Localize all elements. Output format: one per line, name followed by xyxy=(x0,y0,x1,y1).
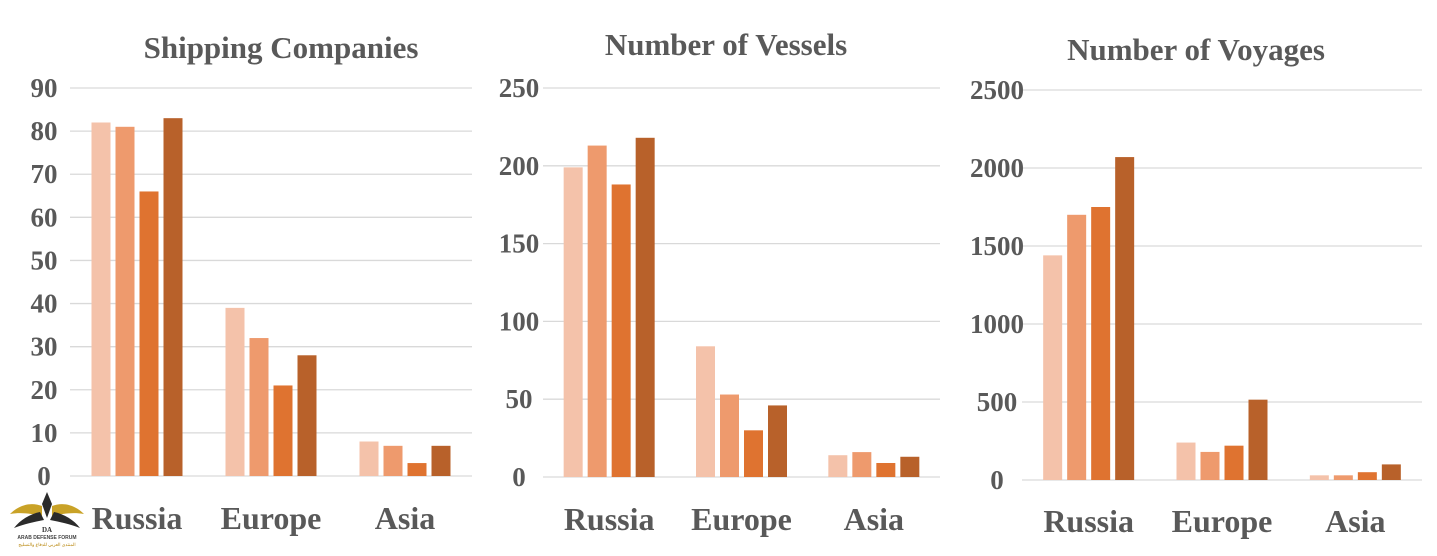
y-tick-label: 20 xyxy=(31,375,58,405)
y-tick-label: 250 xyxy=(499,73,540,103)
wings-emblem-icon: DA xyxy=(10,492,84,534)
bar xyxy=(563,167,583,477)
bar xyxy=(1381,464,1401,480)
y-tick-label: 2000 xyxy=(970,153,1024,183)
bar xyxy=(1333,475,1353,480)
x-tick-label: Russia xyxy=(92,500,183,536)
y-tick-label: 100 xyxy=(499,306,540,336)
bar xyxy=(1224,445,1244,480)
bar xyxy=(1176,442,1196,480)
bar xyxy=(115,126,135,477)
chart-0: Shipping Companies 0 10 20 30 40 50 60 70 80 90 Rus… xyxy=(31,30,472,536)
bar xyxy=(139,191,159,476)
chart-2: Number of Voyages 0 500 1000 1500 2000 2500 Rus… xyxy=(970,32,1422,539)
bar xyxy=(431,445,451,476)
x-tick-label: Russia xyxy=(564,501,655,537)
chart-title: Number of Voyages xyxy=(1067,32,1325,67)
bar xyxy=(225,307,245,476)
y-tick-label: 0 xyxy=(990,465,1004,495)
svg-text:DA: DA xyxy=(42,526,52,534)
bar xyxy=(1115,157,1135,480)
y-tick-label: 50 xyxy=(31,245,58,275)
y-tick-label: 1000 xyxy=(970,309,1024,339)
bar xyxy=(163,118,183,476)
y-tick-label: 1500 xyxy=(970,231,1024,261)
bar xyxy=(297,355,317,476)
bar xyxy=(768,405,787,477)
bar xyxy=(744,430,763,477)
chart-title: Number of Vessels xyxy=(605,27,847,62)
bar xyxy=(359,441,379,476)
y-tick-label: 200 xyxy=(499,151,540,181)
bar xyxy=(273,385,293,476)
y-tick-label: 40 xyxy=(31,289,58,319)
bar xyxy=(1357,472,1377,480)
y-tick-label: 2500 xyxy=(970,75,1024,105)
bar xyxy=(1067,214,1087,481)
bar xyxy=(828,455,848,477)
bar xyxy=(1309,475,1329,480)
y-tick-label: 50 xyxy=(506,384,533,414)
bar xyxy=(383,445,403,476)
bar xyxy=(696,346,715,477)
x-tick-label: Europe xyxy=(1172,503,1273,539)
chart-1: Number of Vessels 0 50 100 150 200 250 Russia Eu… xyxy=(499,27,940,537)
x-tick-label: Asia xyxy=(1325,503,1385,539)
x-tick-label: Asia xyxy=(844,501,904,537)
y-tick-label: 90 xyxy=(31,73,58,103)
bar xyxy=(91,122,111,476)
bar xyxy=(587,145,607,477)
bar xyxy=(249,338,269,476)
y-tick-label: 0 xyxy=(512,462,526,492)
bar xyxy=(611,184,631,478)
y-tick-label: 0 xyxy=(37,461,51,491)
watermark-logo: DA ARAB DEFENSE FORUM المنتدى العربي للد… xyxy=(10,492,84,548)
bar xyxy=(1091,207,1111,480)
bar xyxy=(720,394,739,477)
x-tick-label: Asia xyxy=(375,500,435,536)
y-tick-label: 60 xyxy=(31,202,58,232)
y-tick-label: 70 xyxy=(31,159,58,189)
y-tick-label: 10 xyxy=(31,418,58,448)
watermark-line2: المنتدى العربي للدفاع والتسليح xyxy=(18,542,75,548)
bar xyxy=(852,452,872,477)
x-tick-label: Russia xyxy=(1043,503,1134,539)
bar xyxy=(407,463,427,476)
chart-title: Shipping Companies xyxy=(144,30,419,65)
y-tick-label: 150 xyxy=(499,229,540,259)
bar xyxy=(1043,255,1063,480)
y-tick-label: 80 xyxy=(31,116,58,146)
bar xyxy=(1200,451,1220,480)
bar xyxy=(1248,399,1268,480)
bar xyxy=(876,462,896,477)
x-tick-label: Europe xyxy=(691,501,792,537)
y-tick-label: 30 xyxy=(31,332,58,362)
x-tick-label: Europe xyxy=(221,500,322,536)
bar xyxy=(900,456,920,477)
y-tick-label: 500 xyxy=(977,387,1018,417)
bar xyxy=(635,137,655,478)
watermark-line1: ARAB DEFENSE FORUM xyxy=(17,535,76,541)
